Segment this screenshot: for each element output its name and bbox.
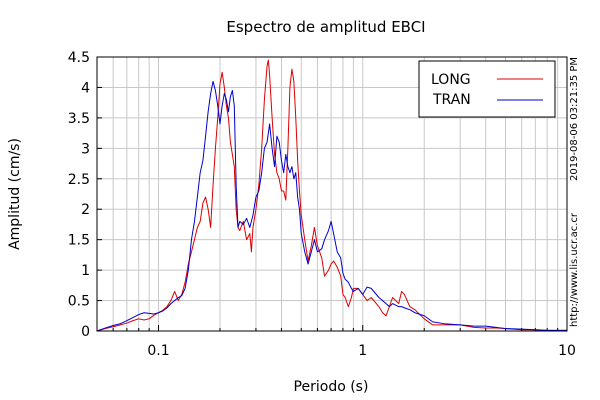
- y-tick-label: 3.5: [68, 111, 90, 127]
- grid: [96, 56, 568, 332]
- x-tick-label: 0.1: [147, 343, 169, 359]
- x-tick-label: 10: [558, 343, 576, 359]
- y-tick-label: 2: [81, 202, 90, 218]
- y-tick-label: 3: [81, 141, 90, 157]
- x-tick-label: 1: [358, 343, 367, 359]
- series-layer: [96, 59, 567, 332]
- y-tick-label: 0.5: [68, 294, 90, 310]
- legend-box: [418, 60, 556, 118]
- y-tick-label: 1: [81, 263, 90, 279]
- legend-label-long: LONG: [431, 72, 471, 88]
- y-tick-label: 1.5: [68, 233, 90, 249]
- y-tick-label: 4.5: [68, 50, 90, 66]
- x-axis-label: Periodo (s): [294, 379, 369, 395]
- y-tick-label: 2.5: [68, 172, 90, 188]
- source-url-label: http://www.lis.ucr.ac.cr: [569, 212, 580, 327]
- timestamp-label: 2019-08-06 03:21:35 PM: [569, 57, 580, 181]
- chart-title: Espectro de amplitud EBCI: [226, 18, 425, 36]
- plot-frame: [96, 56, 568, 332]
- y-tick-label: 4: [81, 80, 90, 96]
- axis-ticks: 0 0.5 1 1.5 2 2.5 3 3.5 4 4.5 0.1 1 10: [68, 50, 576, 359]
- legend: LONG TRAN: [418, 60, 556, 118]
- series-line-tran: [96, 80, 567, 332]
- y-tick-label: 0: [81, 324, 90, 340]
- legend-label-tran: TRAN: [432, 92, 471, 108]
- y-axis-label: Amplitud (cm/s): [7, 138, 23, 250]
